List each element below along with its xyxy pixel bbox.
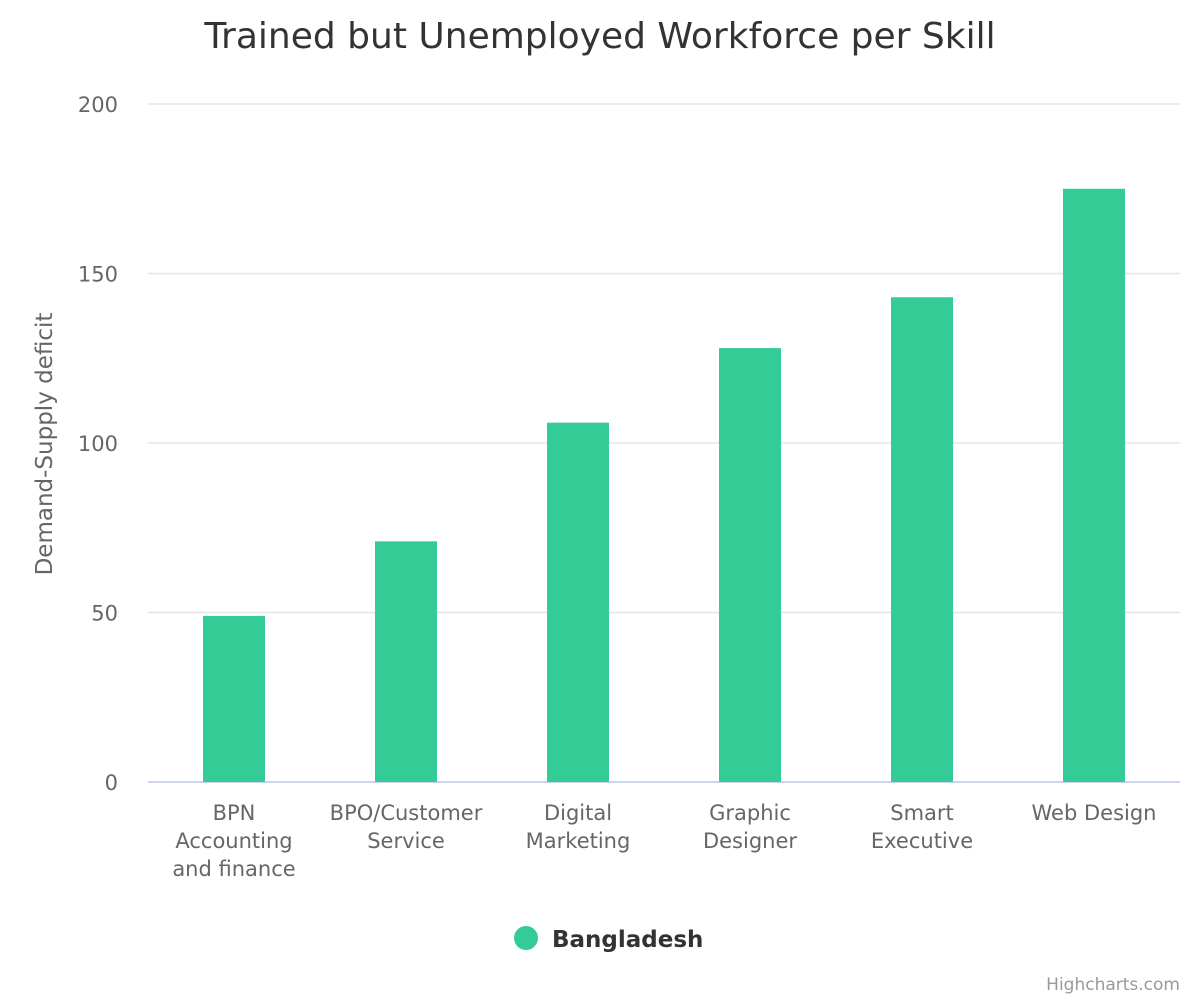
y-tick-label: 50 — [91, 602, 118, 626]
bar[interactable] — [1063, 188, 1125, 782]
y-axis-label: Demand-Supply deficit — [32, 313, 58, 576]
y-axis-ticks: 0 50 100 150 200 — [78, 93, 118, 795]
legend[interactable]: Bangladesh — [514, 926, 703, 953]
legend-label-bangladesh[interactable]: Bangladesh — [552, 927, 703, 953]
x-axis-categories: BPN Accounting and finance BPO/Customer Serv… — [172, 801, 1156, 881]
y-tick-label: 100 — [78, 432, 118, 456]
legend-swatch-bangladesh[interactable] — [514, 926, 538, 950]
y-tick-label: 0 — [105, 771, 118, 795]
y-tick-label: 200 — [78, 93, 118, 117]
bar[interactable] — [375, 541, 437, 782]
y-tick-label: 150 — [78, 263, 118, 287]
x-category-label: Graphic Designer — [703, 801, 797, 853]
x-category-label: Smart Executive — [871, 801, 973, 853]
bar[interactable] — [891, 297, 953, 782]
bar[interactable] — [203, 615, 265, 782]
x-category-label: BPN Accounting and finance — [172, 801, 295, 881]
grid-lines — [148, 103, 1180, 783]
credits-link[interactable]: Highcharts.com — [1046, 975, 1180, 995]
x-category-label: Digital Marketing — [526, 801, 631, 853]
bar[interactable] — [719, 348, 781, 782]
bar[interactable] — [547, 422, 609, 782]
x-category-label: Web Design — [1032, 801, 1157, 825]
chart-title: Trained but Unemployed Workforce per Ski… — [203, 16, 995, 57]
x-category-label: BPO/Customer Service — [330, 801, 483, 853]
bars — [203, 188, 1125, 782]
